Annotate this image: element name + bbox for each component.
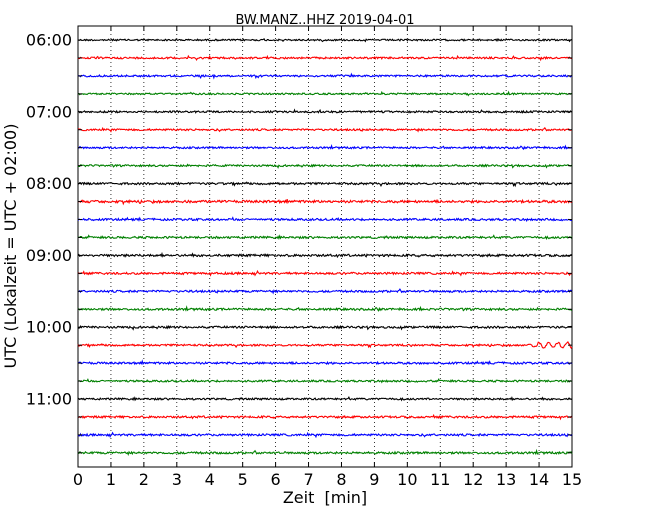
x-tick-label: 9 xyxy=(369,470,379,489)
x-tick-label: 13 xyxy=(496,470,516,489)
trace-line xyxy=(77,251,573,259)
trace-line xyxy=(77,448,573,456)
x-tick-label: 2 xyxy=(139,470,149,489)
x-axis-label: Zeit [min] xyxy=(283,488,367,507)
y-tick-label: 07:00 xyxy=(26,102,72,121)
trace-line xyxy=(77,413,573,421)
trace-line xyxy=(77,269,573,277)
x-tick-label: 14 xyxy=(529,470,549,489)
trace-line xyxy=(77,324,573,331)
x-tick-label: 4 xyxy=(205,470,215,489)
trace-line xyxy=(77,234,573,241)
trace-line xyxy=(77,181,573,188)
x-tick-label: 6 xyxy=(271,470,281,489)
seismic-traces xyxy=(77,37,573,456)
trace-line xyxy=(77,359,573,366)
trace-line xyxy=(77,288,573,295)
x-axis-ticks: 0 1 2 3 4 5 6 7 8 9 10 11 12 13 14 15 xyxy=(73,26,582,489)
x-tick-label: 12 xyxy=(463,470,483,489)
x-tick-label: 3 xyxy=(172,470,182,489)
trace-line xyxy=(77,72,573,80)
trace-line xyxy=(77,54,573,62)
x-tick-label: 7 xyxy=(303,470,313,489)
trace-line xyxy=(77,143,573,151)
trace-line xyxy=(77,198,573,206)
x-tick-label: 0 xyxy=(73,470,83,489)
y-tick-label: 10:00 xyxy=(26,318,72,337)
x-tick-label: 8 xyxy=(336,470,346,489)
grid-lines xyxy=(110,26,540,467)
trace-line xyxy=(77,126,573,133)
y-tick-label: 09:00 xyxy=(26,246,72,265)
trace-line xyxy=(77,340,573,349)
trace-line xyxy=(77,396,573,402)
x-tick-label: 11 xyxy=(430,470,450,489)
y-axis-ticks: 06:00 07:00 08:00 09:00 10:00 11:00 xyxy=(26,31,572,454)
plot-frame xyxy=(77,25,573,468)
trace-line xyxy=(77,163,573,169)
chart-title: BW.MANZ..HHZ 2019-04-01 xyxy=(235,13,414,28)
trace-line xyxy=(77,305,573,312)
x-tick-label: 10 xyxy=(397,470,417,489)
trace-line xyxy=(77,37,573,43)
x-tick-label: 1 xyxy=(106,470,116,489)
trace-line xyxy=(77,108,573,114)
y-axis-label: UTC (Lokalzeit = UTC + 02:00) xyxy=(1,124,20,369)
trace-line xyxy=(77,216,573,223)
y-tick-label: 11:00 xyxy=(26,390,72,409)
trace-line xyxy=(77,90,573,97)
y-tick-label: 08:00 xyxy=(26,174,72,193)
x-tick-label: 15 xyxy=(562,470,582,489)
x-tick-label: 5 xyxy=(238,470,248,489)
trace-line xyxy=(77,431,573,439)
trace-line xyxy=(77,378,573,384)
y-tick-label: 06:00 xyxy=(26,31,72,50)
